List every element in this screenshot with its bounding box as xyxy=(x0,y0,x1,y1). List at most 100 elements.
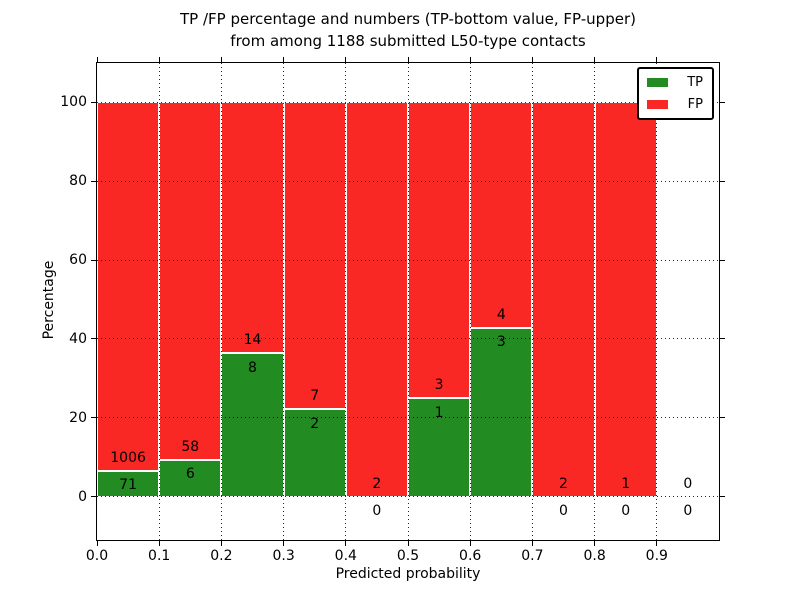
gridline-horizontal xyxy=(97,496,719,498)
bar-column xyxy=(283,63,346,540)
bar-column xyxy=(345,63,408,540)
gridline-vertical xyxy=(345,63,347,540)
bar-count-label-fp: 2 xyxy=(559,475,568,492)
bar-segment-tp xyxy=(283,409,346,497)
bar-count-label-tp: 3 xyxy=(496,334,506,351)
x-tick-mark xyxy=(594,541,596,546)
x-axis-label: Predicted probability xyxy=(335,566,481,582)
x-tick-label: 0.3 xyxy=(272,548,295,564)
x-tick-mark xyxy=(158,541,160,546)
x-tick-mark-top xyxy=(283,57,285,62)
chart-title-line1: TP /FP percentage and numbers (TP-bottom… xyxy=(180,10,636,28)
x-tick-label: 0.7 xyxy=(521,548,544,564)
x-tick-mark xyxy=(220,541,222,546)
x-tick-mark-top xyxy=(96,57,98,62)
y-tick-mark-right xyxy=(720,338,725,340)
x-tick-mark-top xyxy=(531,57,533,62)
bar-count-label-tp: 0 xyxy=(559,503,568,520)
bar-segment-fp xyxy=(532,102,595,497)
y-tick-label: 20 xyxy=(69,409,87,426)
bar-count-label-fp: 1 xyxy=(621,475,631,492)
x-tick-mark-top xyxy=(469,57,471,62)
bar-column xyxy=(97,63,160,540)
y-tick-label: 80 xyxy=(69,173,87,190)
x-tick-mark xyxy=(531,541,533,546)
legend-swatch-tp xyxy=(647,78,668,87)
x-tick-mark xyxy=(407,541,409,546)
chart-title-line2: from among 1188 submitted L50-type conta… xyxy=(230,32,586,50)
bar-segment-fp xyxy=(594,102,657,497)
bar-count-label-fp: 14 xyxy=(243,332,262,349)
x-tick-label: 0.4 xyxy=(334,548,357,564)
y-tick-mark xyxy=(91,180,96,182)
y-tick-mark-right xyxy=(720,259,725,261)
gridline-vertical xyxy=(594,63,596,540)
bar-count-label-tp: 1 xyxy=(434,404,444,421)
y-tick-mark-right xyxy=(720,417,725,419)
x-tick-label: 0.2 xyxy=(210,548,233,564)
x-tick-label: 0.6 xyxy=(459,548,482,564)
y-tick-mark xyxy=(91,101,96,103)
y-tick-mark xyxy=(91,259,96,261)
y-axis-label: Percentage xyxy=(41,260,57,340)
plot-area: TP FP 1006 71 58 6 14 8 7 2 2 0 3 1 4 3 2 0 1 0 0 0 0.0 0.1 0.2… xyxy=(60,57,725,564)
x-tick-mark-top xyxy=(158,57,160,62)
x-tick-label: 0.9 xyxy=(645,548,668,564)
bar-column xyxy=(408,63,471,540)
x-tick-mark xyxy=(283,541,285,546)
bar-count-label-tp: 0 xyxy=(372,503,382,520)
y-tick-label: 100 xyxy=(60,94,87,111)
x-tick-mark-top xyxy=(656,57,658,62)
bar-segment-fp xyxy=(345,102,408,497)
x-tick-mark-top xyxy=(407,57,409,62)
bar-count-label-fp: 7 xyxy=(310,388,320,405)
bar-segment-tp xyxy=(159,459,222,497)
bar-segment-fp xyxy=(159,102,222,460)
gridline-vertical xyxy=(469,63,471,540)
bar-count-label-tp: 2 xyxy=(310,415,320,432)
legend-row: FP xyxy=(647,97,703,112)
y-tick-mark-right xyxy=(720,101,725,103)
y-tick-mark-right xyxy=(720,496,725,498)
bar-count-label-fp: 58 xyxy=(181,438,200,455)
bar-column xyxy=(470,63,533,540)
x-tick-mark xyxy=(96,541,98,546)
bar-count-label-tp: 8 xyxy=(248,360,257,376)
y-tick-mark xyxy=(91,496,96,498)
legend-row: TP xyxy=(647,75,703,90)
legend-label-tp: TP xyxy=(687,75,703,90)
x-tick-mark xyxy=(656,541,658,546)
bar-count-label-tp: 6 xyxy=(185,466,195,483)
x-tick-mark xyxy=(469,541,471,546)
x-tick-label: 0.8 xyxy=(583,548,606,564)
bar-column xyxy=(221,63,284,540)
gridline-vertical xyxy=(407,63,409,540)
gridline-vertical xyxy=(656,63,658,540)
legend: TP FP xyxy=(637,67,714,120)
gridline-vertical xyxy=(158,63,160,540)
gridline-horizontal xyxy=(97,259,719,261)
bar-segment-tp xyxy=(408,398,471,497)
gridline-horizontal xyxy=(97,417,719,419)
gridline-horizontal xyxy=(97,180,719,182)
y-tick-mark-right xyxy=(720,180,725,182)
x-tick-mark-top xyxy=(345,57,347,62)
y-tick-label: 60 xyxy=(69,252,87,269)
bar-segment-fp xyxy=(283,102,346,410)
gridline-horizontal xyxy=(97,101,719,103)
gridline-vertical xyxy=(220,63,222,540)
x-tick-mark-top xyxy=(594,57,596,62)
gridline-vertical xyxy=(283,63,285,540)
bar-count-label-fp: 3 xyxy=(434,377,444,394)
bar-count-label-tp: 71 xyxy=(119,477,138,494)
chart-title: TP /FP percentage and numbers (TP-bottom… xyxy=(96,8,720,52)
bar-segment-tp xyxy=(221,353,284,497)
x-tick-label: 0.1 xyxy=(148,548,171,564)
x-tick-mark-top xyxy=(220,57,222,62)
bar-segment-fp xyxy=(408,102,471,399)
bar-count-label-fp: 2 xyxy=(372,475,382,492)
y-tick-mark xyxy=(91,417,96,419)
bar-segment-fp xyxy=(97,102,160,471)
bar-segment-tp xyxy=(470,327,533,497)
